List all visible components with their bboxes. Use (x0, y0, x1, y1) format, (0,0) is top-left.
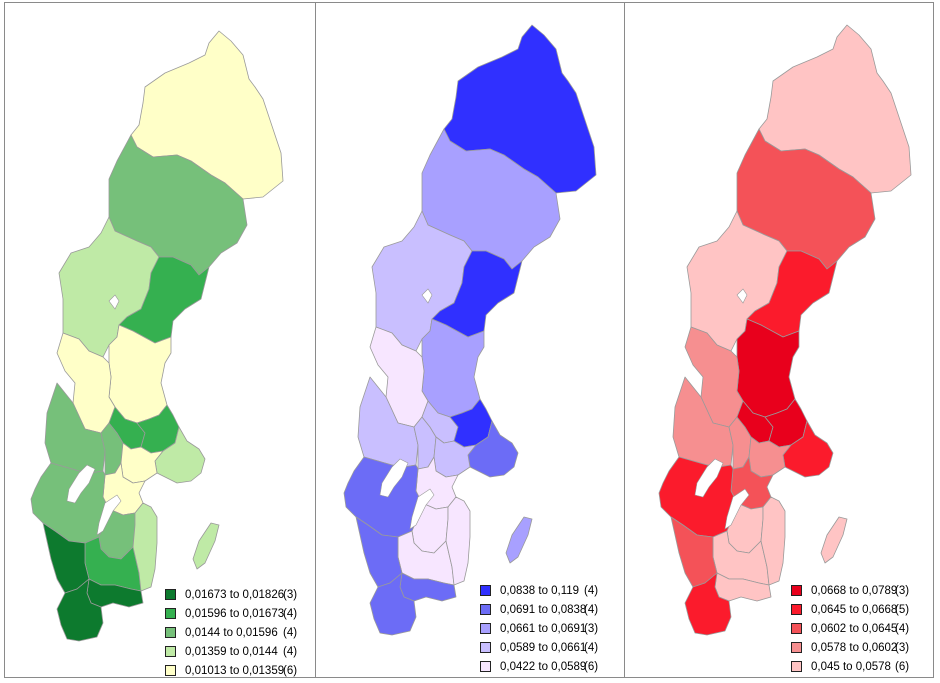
legend-swatch (791, 642, 802, 653)
map-panel-2: 0,0838 to 0,119 (4) 0,0691 to 0,0838 (4) 0… (316, 3, 624, 677)
legend-swatch (480, 604, 491, 615)
legend-range: 0,0668 to 0,0789 (811, 585, 898, 597)
legend-count: (6) (895, 661, 910, 673)
legend-range: 0,0691 to 0,0838 (500, 604, 587, 616)
legend-count: (4) (283, 608, 298, 620)
sweden-map-3 (658, 24, 912, 636)
legend-count: (4) (895, 623, 910, 635)
legend-range: 0,0589 to 0,0661 (500, 642, 587, 654)
legend-swatch (480, 623, 491, 634)
legend-count: (5) (895, 604, 910, 616)
county-skane (684, 572, 732, 636)
legend-swatch (791, 604, 802, 615)
legend-count: (4) (283, 646, 298, 658)
county-skane (369, 572, 417, 636)
legend-range: 0,0602 to 0,0645 (811, 623, 898, 635)
legend-range: 0,0144 to 0,01596 (185, 627, 278, 639)
legend-range: 0,0661 to 0,0691 (500, 623, 587, 635)
legend-count: (3) (283, 589, 298, 601)
county-layer (30, 30, 284, 642)
legend-count: (4) (283, 627, 298, 639)
county-skane (56, 578, 104, 642)
county-gotland (820, 516, 848, 564)
county-kalmar (132, 502, 158, 592)
legend-swatch (480, 661, 491, 672)
lake-1 (736, 288, 748, 304)
county-layer (658, 24, 912, 636)
legend-count: (3) (895, 642, 910, 654)
sweden-map-2 (343, 24, 597, 636)
legend-swatch (791, 585, 802, 596)
legend-range: 0,0422 to 0,0589 (500, 661, 587, 673)
legend-range: 0,01673 to 0,01826 (185, 589, 285, 601)
legend-swatch (165, 608, 176, 619)
county-kalmar (760, 496, 786, 586)
legend-range: 0,01359 to 0,0144 (185, 646, 278, 658)
legend-range: 0,0838 to 0,119 (500, 585, 580, 597)
lake-3 (96, 494, 122, 536)
legend-swatch (165, 646, 176, 657)
legend-range: 0,01596 to 0,01673 (185, 608, 285, 620)
map-panel-3: 0,0668 to 0,0789 (3) 0,0645 to 0,0668 (5) … (625, 3, 933, 677)
county-vastra_gotaland (658, 456, 738, 538)
legend-count: (4) (584, 604, 599, 616)
panel-divider (624, 3, 625, 677)
county-layer (343, 24, 597, 636)
legend-count: (6) (584, 661, 599, 673)
legend-swatch (165, 627, 176, 638)
figure-frame: 0,01673 to 0,01826 (3) 0,01596 to 0,01673… (4, 2, 934, 678)
legend-swatch (480, 585, 491, 596)
county-kalmar (445, 496, 471, 586)
panel-divider (315, 3, 316, 677)
lake-2 (379, 458, 409, 498)
legend-swatch (165, 589, 176, 600)
legend-range: 0,01013 to 0,01359 (185, 665, 285, 677)
lake-3 (724, 488, 750, 530)
legend-swatch (165, 665, 176, 676)
lake-1 (421, 288, 433, 304)
legend-swatch (791, 623, 802, 634)
legend-swatch (791, 661, 802, 672)
map-panel-1: 0,01673 to 0,01826 (3) 0,01596 to 0,01673… (5, 3, 315, 677)
lake-3 (409, 488, 435, 530)
legend-count: (3) (895, 585, 910, 597)
lake-1 (108, 294, 120, 310)
legend-swatch (480, 642, 491, 653)
legend-range: 0,045 to 0,0578 (811, 661, 891, 673)
legend-count: (3) (584, 623, 599, 635)
county-vastra_gotaland (343, 456, 423, 538)
lake-2 (694, 458, 724, 498)
legend-count: (4) (584, 642, 599, 654)
county-gotland (192, 522, 220, 570)
legend-range: 0,0578 to 0,0602 (811, 642, 898, 654)
sweden-map-1 (30, 30, 284, 642)
legend-count: (6) (283, 665, 298, 677)
legend-count: (4) (584, 585, 599, 597)
lake-2 (66, 464, 96, 504)
county-vastra_gotaland (30, 462, 110, 544)
county-gotland (505, 516, 533, 564)
legend-range: 0,0645 to 0,0668 (811, 604, 898, 616)
